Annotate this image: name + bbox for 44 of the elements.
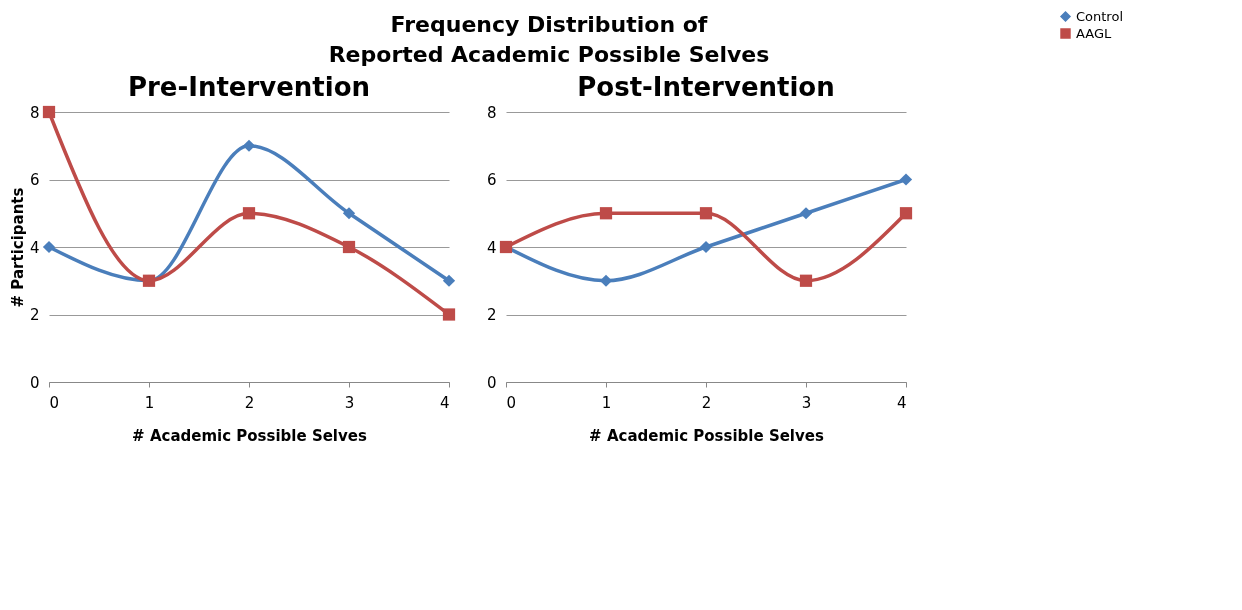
x-tick-label: 2 <box>244 393 255 412</box>
point <box>42 105 56 119</box>
x-tick-label: 0 <box>506 393 517 412</box>
y-axis-title: # Participants <box>8 187 27 308</box>
point <box>899 173 913 186</box>
y-tick-label: 0 <box>486 373 497 392</box>
point <box>599 207 613 220</box>
y-tick-label: 4 <box>486 238 497 257</box>
text: Frequency Distribution of Reported Academic Possible Selves <box>328 12 770 67</box>
point <box>599 274 613 287</box>
point <box>699 240 713 254</box>
point <box>799 274 813 287</box>
point <box>442 308 456 321</box>
y-tick-label: 8 <box>29 103 40 122</box>
legend-label: Control <box>1076 8 1123 24</box>
point <box>899 207 913 220</box>
y-tick-label: 6 <box>486 171 497 189</box>
point <box>342 207 356 220</box>
y-tick-label: 2 <box>486 306 497 324</box>
point <box>242 207 256 220</box>
x-tick-label: 3 <box>344 393 355 412</box>
x-axis-title: # Academic Possible Selves <box>589 426 824 445</box>
chart-title: Post-Intervention <box>577 72 835 102</box>
x-tick-label: 1 <box>144 393 155 412</box>
x-tick-label: 1 <box>601 393 612 412</box>
point <box>242 139 256 152</box>
x-tick-label: 4 <box>439 393 450 412</box>
y-tick-label: 6 <box>29 171 40 189</box>
y-tick-label: 8 <box>486 103 497 122</box>
chart-title: Pre-Intervention <box>127 72 371 102</box>
point <box>699 207 713 220</box>
y-tick-label: 0 <box>29 373 40 392</box>
x-tick-label: 0 <box>49 393 60 412</box>
point <box>442 274 456 287</box>
x-tick-label: 4 <box>896 393 907 412</box>
point <box>342 240 356 254</box>
y-tick-label: 4 <box>29 238 40 257</box>
x-axis-title: # Academic Possible Selves <box>132 426 367 445</box>
point <box>42 240 56 254</box>
y-tick-label: 2 <box>29 306 40 324</box>
point <box>799 207 813 220</box>
x-tick-label: 2 <box>701 393 712 412</box>
x-tick-label: 3 <box>801 393 812 412</box>
legend-label: AAGL <box>1076 25 1112 41</box>
